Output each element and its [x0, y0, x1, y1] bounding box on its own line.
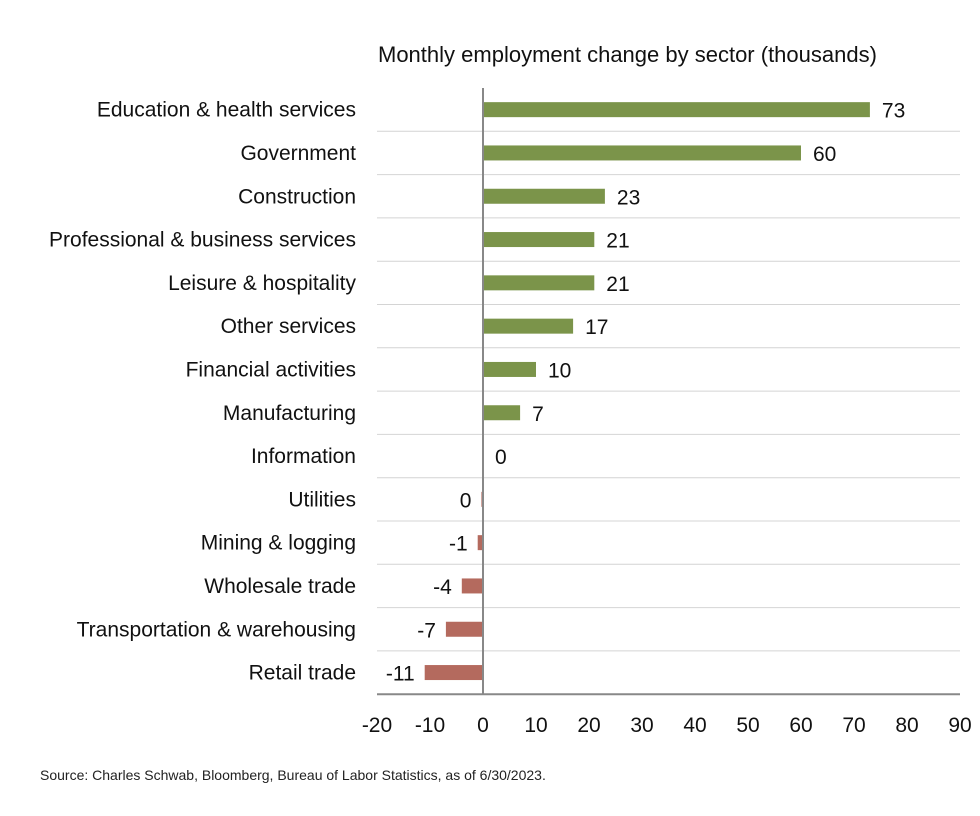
x-tick-label: 0: [477, 714, 489, 737]
data-label: 21: [606, 230, 629, 253]
x-tick-label: -10: [415, 714, 445, 737]
category-label: Government: [240, 142, 356, 165]
bar: [445, 621, 483, 637]
data-label: 0: [460, 489, 472, 512]
bar: [483, 145, 801, 161]
category-label: Financial activities: [186, 358, 356, 381]
category-label: Construction: [238, 185, 356, 208]
data-label: -1: [449, 533, 468, 556]
x-tick-label: 40: [683, 714, 706, 737]
source-note: Source: Charles Schwab, Bloomberg, Burea…: [40, 767, 546, 783]
category-label: Retail trade: [249, 662, 356, 685]
category-label: Transportation & warehousing: [77, 618, 356, 641]
category-label: Utilities: [288, 488, 356, 511]
data-label: 73: [882, 100, 905, 123]
category-label: Information: [251, 445, 356, 468]
data-label: 17: [585, 316, 608, 339]
data-label: 7: [532, 403, 544, 426]
data-label: -4: [433, 576, 452, 599]
data-label: 60: [813, 143, 836, 166]
bar: [483, 405, 521, 421]
data-label: 23: [617, 186, 640, 209]
bar: [483, 275, 595, 291]
bar: [483, 232, 595, 248]
bar: [483, 102, 870, 118]
category-label: Manufacturing: [223, 402, 356, 425]
x-tick-label: 20: [577, 714, 600, 737]
bars: [424, 102, 870, 681]
data-label: 21: [606, 273, 629, 296]
bar: [424, 665, 483, 681]
x-tick-label: 70: [842, 714, 865, 737]
category-label: Wholesale trade: [204, 575, 356, 598]
x-tick-label: 50: [736, 714, 759, 737]
x-tick-label: 30: [630, 714, 653, 737]
data-label: 10: [548, 359, 571, 382]
data-label: 0: [495, 446, 507, 469]
data-labels: 73 60 23 21 21 17 107 00 -1 -4 -7-11: [386, 100, 905, 686]
bar: [461, 578, 483, 594]
category-label: Education & health services: [97, 99, 356, 122]
chart-title: Monthly employment change by sector (tho…: [378, 42, 877, 67]
axes: [377, 88, 960, 696]
category-label: Professional & business services: [49, 229, 356, 252]
x-tick-label: 90: [948, 714, 971, 737]
bar: [483, 361, 536, 377]
x-tick-label: 80: [895, 714, 918, 737]
category-label: Mining & logging: [201, 532, 356, 555]
x-tick-label: -20: [362, 714, 392, 737]
x-tick-labels: -20 -10 0 10 20 30 40 50 60 70 80 90: [362, 714, 972, 737]
bar: [477, 535, 483, 551]
bar: [483, 188, 605, 204]
data-label: -11: [386, 663, 415, 686]
category-label: Leisure & hospitality: [168, 272, 356, 295]
grid-lines: [377, 130, 960, 652]
bar: [483, 318, 574, 334]
x-tick-label: 60: [789, 714, 812, 737]
category-labels: Education & health services Government Con…: [49, 99, 356, 685]
data-label: -7: [417, 619, 436, 642]
category-label: Other services: [221, 315, 356, 338]
x-tick-label: 10: [524, 714, 547, 737]
